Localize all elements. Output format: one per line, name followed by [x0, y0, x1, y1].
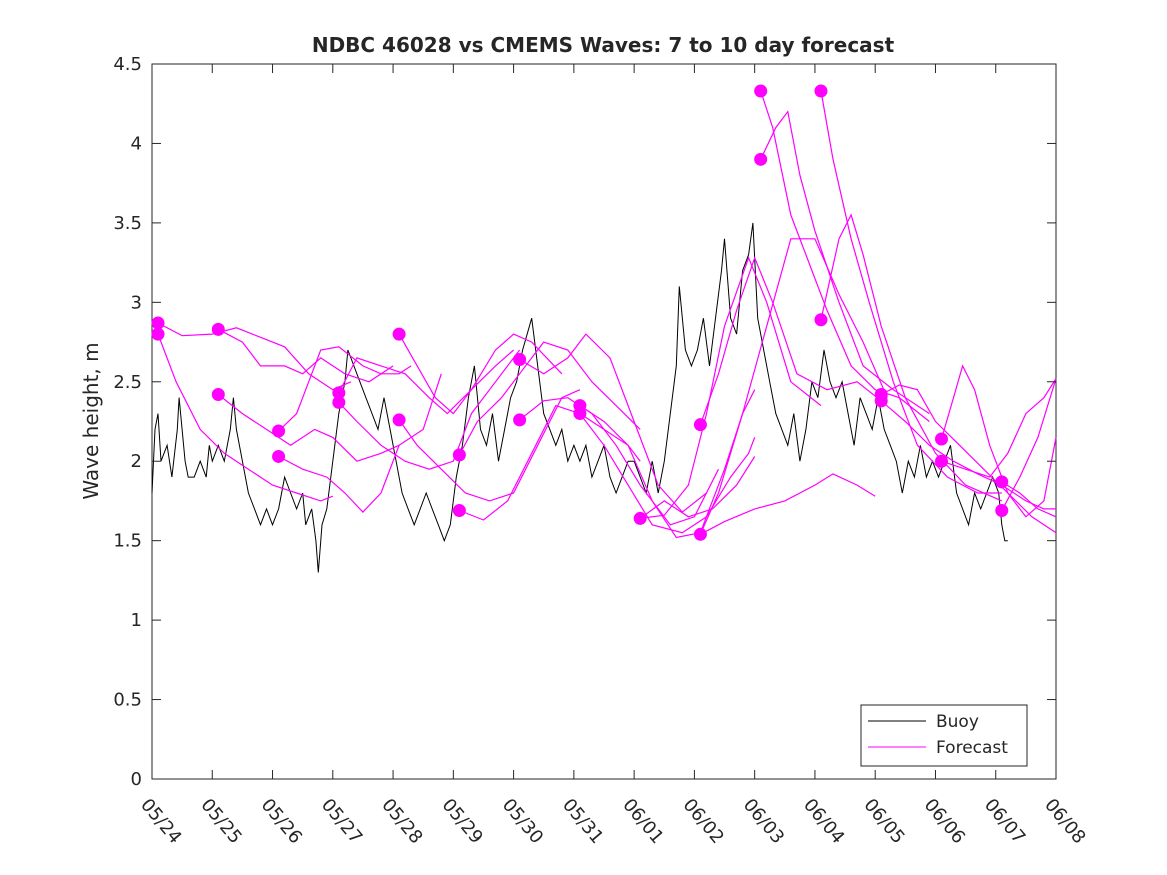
x-tick-label: 06/05 — [859, 795, 908, 848]
forecast-start-marker — [211, 387, 225, 401]
forecast-series-line-4 — [217, 394, 400, 462]
forecast-start-marker — [392, 327, 406, 341]
y-tick-label: 2.5 — [113, 372, 142, 393]
forecast-start-marker — [211, 322, 225, 336]
forecast-start-marker — [874, 394, 888, 408]
x-tick-label: 06/01 — [618, 795, 667, 848]
x-tick-label: 06/06 — [920, 795, 969, 848]
forecast-start-marker — [934, 432, 948, 446]
y-tick-label: 0.5 — [113, 690, 142, 711]
forecast-series-line-2 — [157, 333, 334, 502]
forecast-start-marker — [513, 413, 527, 427]
forecast-series-line-24 — [820, 90, 1002, 494]
forecast-start-marker — [754, 152, 768, 166]
forecast-start-marker — [934, 454, 948, 468]
forecast-series-line-17 — [640, 256, 822, 519]
forecast-series-line-29 — [941, 378, 1057, 478]
y-tick-label: 1 — [131, 610, 142, 631]
forecast-start-marker — [272, 424, 286, 438]
x-tick-label: 06/03 — [739, 795, 788, 848]
y-tick-label: 4.5 — [113, 54, 142, 75]
forecast-start-marker — [452, 448, 466, 462]
forecast-series-line-23 — [760, 110, 930, 415]
forecast-series-line-22 — [760, 90, 930, 422]
x-tick-label: 05/27 — [317, 795, 366, 848]
forecast-series-line-8 — [338, 349, 521, 470]
y-tick-label: 3.5 — [113, 213, 142, 234]
forecast-start-marker — [332, 395, 346, 409]
forecast-series-line-14 — [519, 397, 720, 526]
y-tick-label: 4 — [131, 133, 142, 154]
legend-buoy-label: Buoy — [936, 712, 979, 732]
forecast-start-marker — [573, 407, 587, 421]
forecast-start-marker — [392, 413, 406, 427]
x-tick-label: 06/08 — [1040, 795, 1089, 848]
legend-box — [860, 704, 1028, 767]
forecast-series-line-28 — [940, 364, 1057, 518]
x-tick-label: 05/26 — [257, 795, 306, 848]
forecast-series-line-25 — [820, 213, 1003, 502]
x-tick-label: 05/25 — [196, 795, 245, 848]
forecast-series-line-30 — [1001, 481, 1057, 518]
forecast-series-line-7 — [338, 349, 514, 415]
legend: Buoy Forecast — [860, 704, 1028, 767]
forecast-start-marker — [452, 503, 466, 517]
forecast-start-marker — [332, 386, 346, 400]
forecast-start-marker — [693, 418, 707, 432]
forecast-start-marker — [995, 475, 1009, 489]
y-axis: 0 0.5 1 1.5 2 2.5 3 3.5 4 4.5 — [113, 54, 1056, 790]
y-axis-label: Wave height, m — [79, 342, 103, 499]
forecast-series-line-10 — [398, 389, 581, 502]
y-tick-label: 3 — [131, 292, 142, 313]
y-tick-label: 2 — [131, 451, 142, 472]
forecast-series-line-6 — [278, 373, 442, 513]
forecast-series-line-18 — [639, 456, 756, 519]
legend-forecast-label: Forecast — [936, 738, 1008, 758]
x-tick-label: 05/31 — [558, 795, 607, 848]
forecast-series-line-11 — [458, 341, 641, 456]
forecast-series-line-1 — [157, 322, 352, 391]
x-tick-label: 06/04 — [799, 795, 848, 848]
forecast-start-marker — [151, 327, 165, 341]
x-tick-label: 06/07 — [980, 795, 1029, 848]
forecast-series-line-16 — [579, 413, 756, 534]
x-tick-label: 06/02 — [679, 795, 728, 848]
x-tick-label: 05/24 — [136, 795, 185, 848]
forecast-series-line-12 — [459, 404, 641, 521]
forecast-series-line-20 — [699, 238, 888, 535]
forecast-start-marker — [633, 511, 647, 525]
forecast-series-line-3 — [218, 328, 394, 383]
forecast-start-marker — [814, 313, 828, 327]
y-tick-label: 0 — [131, 769, 142, 790]
x-tick-label: 05/29 — [438, 795, 487, 848]
forecast-series-line-15 — [579, 389, 756, 539]
forecast-start-marker — [814, 84, 828, 98]
y-tick-label: 1.5 — [113, 531, 142, 552]
forecast-series-line-9 — [398, 333, 563, 415]
chart-title: NDBC 46028 vs CMEMS Waves: 7 to 10 day f… — [312, 33, 895, 57]
plot-area — [151, 63, 1057, 780]
forecast-start-marker — [995, 503, 1009, 517]
forecast-series-line-21 — [700, 473, 876, 535]
forecast-series-line-26 — [880, 384, 1057, 534]
forecast-start-marker — [754, 84, 768, 98]
buoy-series-line — [151, 222, 1008, 573]
forecast-series-line-5 — [278, 346, 412, 432]
forecast-start-marker — [272, 449, 286, 463]
x-tick-label: 05/30 — [498, 795, 547, 848]
forecast-start-marker — [513, 353, 527, 367]
forecast-start-marker — [151, 316, 165, 330]
forecast-start-marker — [693, 527, 707, 541]
forecast-series-line-31 — [1001, 378, 1057, 511]
x-tick-label: 05/28 — [377, 795, 426, 848]
axes-frame — [151, 63, 1057, 780]
